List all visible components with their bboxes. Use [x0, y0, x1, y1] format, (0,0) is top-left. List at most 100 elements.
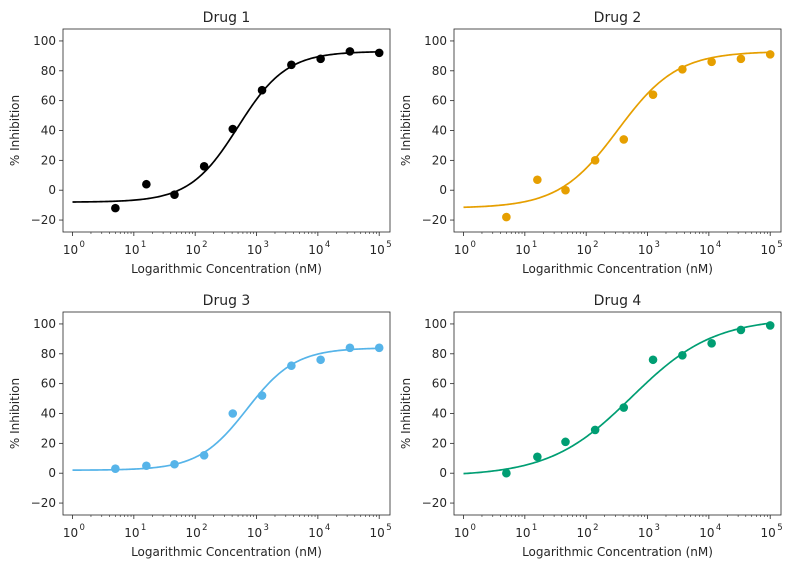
x-tick-label: 10 — [186, 243, 201, 257]
y-tick-label: 0 — [48, 183, 56, 197]
x-tick-exponent: 3 — [264, 240, 269, 250]
subplot-title: Drug 1 — [203, 10, 251, 26]
fit-curve — [463, 322, 771, 475]
y-tick-label: 0 — [439, 183, 447, 197]
x-tick-label: 10 — [124, 243, 139, 257]
x-axis-label: Logarithmic Concentration (nM) — [131, 262, 322, 276]
x-tick-exponent: 0 — [80, 523, 85, 533]
y-tick-label: 40 — [432, 407, 447, 421]
data-point — [561, 437, 570, 447]
x-tick-exponent: 4 — [716, 240, 721, 250]
y-tick-label: 80 — [41, 347, 56, 361]
x-tick-label: 10 — [247, 243, 262, 257]
data-point — [678, 350, 687, 360]
x-tick-label: 10 — [638, 243, 653, 257]
y-axis-label: % Inhibition — [8, 378, 22, 449]
subplot-title: Drug 3 — [203, 293, 251, 309]
y-tick-label: 80 — [432, 347, 447, 361]
y-tick-label: 40 — [432, 124, 447, 138]
y-tick-label: 40 — [41, 124, 56, 138]
x-tick-label: 10 — [63, 243, 78, 257]
x-tick-exponent: 1 — [141, 523, 146, 533]
subplot-title: Drug 2 — [594, 10, 642, 26]
data-point — [502, 468, 511, 478]
x-tick-label: 10 — [761, 526, 776, 540]
fit-curve — [72, 50, 380, 203]
y-tick-label: 60 — [41, 94, 56, 108]
data-point — [345, 47, 355, 56]
x-axis-label: Logarithmic Concentration (nM) — [522, 262, 713, 276]
y-tick-label: 100 — [424, 317, 447, 331]
x-tick-label: 10 — [308, 243, 323, 257]
data-point — [648, 355, 658, 365]
x-tick-exponent: 5 — [386, 240, 391, 250]
y-axis-label: % Inhibition — [8, 95, 22, 166]
data-point — [257, 391, 267, 400]
x-tick-exponent: 0 — [471, 240, 476, 250]
data-point — [316, 54, 325, 64]
y-tick-label: 20 — [41, 436, 56, 450]
x-tick-label: 10 — [454, 243, 469, 257]
data-point — [502, 212, 511, 222]
y-tick-label: −20 — [422, 213, 447, 227]
data-point — [345, 343, 355, 353]
x-axis-label: Logarithmic Concentration (nM) — [131, 545, 322, 559]
y-tick-label: −20 — [422, 496, 447, 510]
data-point — [619, 403, 629, 412]
x-tick-label: 10 — [124, 526, 139, 540]
data-point — [316, 355, 325, 365]
y-tick-label: 100 — [33, 317, 56, 331]
x-tick-exponent: 2 — [202, 240, 207, 250]
x-tick-label: 10 — [308, 526, 323, 540]
axes-frame — [62, 311, 391, 516]
y-tick-label: 60 — [432, 377, 447, 391]
y-tick-label: 20 — [41, 153, 56, 167]
x-tick-exponent: 5 — [777, 240, 782, 250]
data-point — [707, 339, 716, 348]
data-point — [765, 50, 775, 59]
data-point — [111, 464, 120, 474]
x-tick-exponent: 1 — [532, 523, 537, 533]
y-tick-label: 0 — [439, 466, 447, 480]
x-tick-exponent: 4 — [325, 240, 330, 250]
x-tick-exponent: 5 — [386, 523, 391, 533]
x-tick-label: 10 — [577, 526, 592, 540]
y-tick-label: 80 — [432, 64, 447, 78]
data-point — [287, 60, 296, 70]
y-tick-label: 0 — [48, 466, 56, 480]
x-tick-label: 10 — [186, 526, 201, 540]
data-point — [170, 459, 179, 469]
x-axis-label: Logarithmic Concentration (nM) — [522, 545, 713, 559]
x-tick-exponent: 2 — [202, 523, 207, 533]
x-tick-exponent: 4 — [716, 523, 721, 533]
data-point — [287, 361, 296, 371]
data-point — [374, 48, 384, 58]
data-point — [142, 179, 151, 189]
data-point — [199, 450, 209, 460]
x-tick-label: 10 — [515, 243, 530, 257]
y-tick-label: 20 — [432, 153, 447, 167]
x-tick-label: 10 — [577, 243, 592, 257]
y-tick-label: 100 — [424, 34, 447, 48]
axes-frame — [453, 28, 782, 233]
fit-curve — [463, 51, 771, 209]
data-point — [765, 321, 775, 330]
x-tick-label: 10 — [515, 526, 530, 540]
fit-curve — [72, 347, 380, 471]
x-tick-exponent: 1 — [141, 240, 146, 250]
data-point — [257, 85, 267, 95]
x-tick-label: 10 — [454, 526, 469, 540]
x-tick-exponent: 2 — [593, 240, 598, 250]
data-point — [374, 343, 384, 353]
y-axis-label: % Inhibition — [399, 95, 413, 166]
x-tick-exponent: 3 — [655, 523, 660, 533]
data-point — [142, 461, 151, 471]
data-point — [736, 54, 746, 64]
axes-frame — [62, 28, 391, 233]
x-tick-exponent: 4 — [325, 523, 330, 533]
x-tick-label: 10 — [761, 243, 776, 257]
